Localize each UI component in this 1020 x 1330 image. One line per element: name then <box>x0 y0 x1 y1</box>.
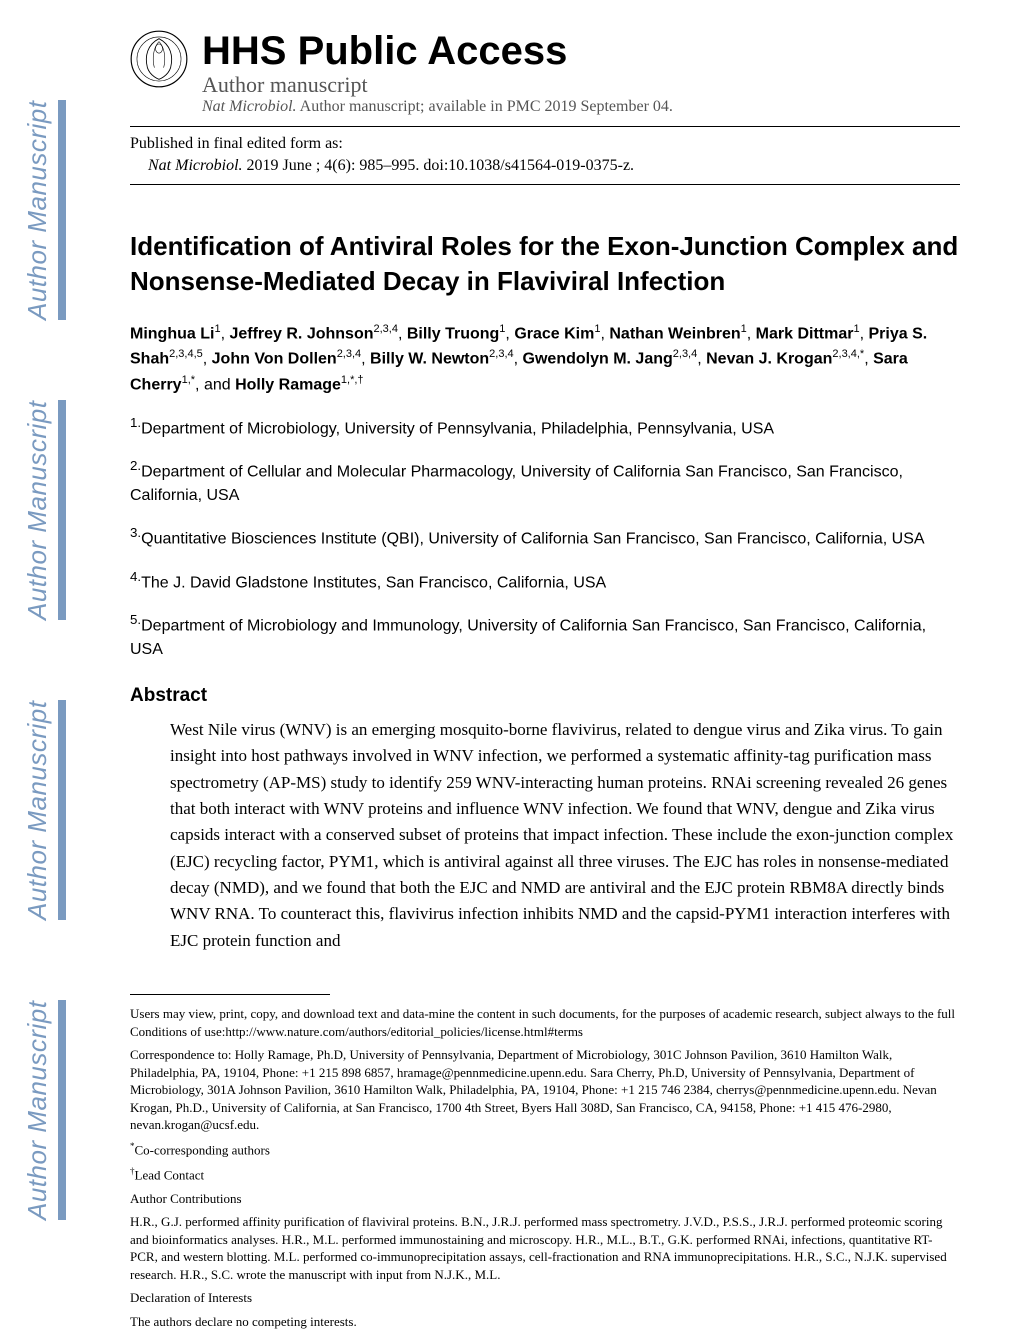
paper-title: Identification of Antiviral Roles for th… <box>130 229 960 299</box>
pub-journal: Nat Microbiol. <box>148 157 243 174</box>
affiliation: 1.Department of Microbiology, University… <box>130 413 960 441</box>
watermark-bar <box>58 100 66 320</box>
watermark-author-manuscript: Author Manuscript <box>22 1000 53 1220</box>
footnote-separator <box>130 994 330 995</box>
affiliation: 5.Department of Microbiology and Immunol… <box>130 610 960 661</box>
page-content: HHS Public Access Author manuscript Nat … <box>130 0 960 1330</box>
hhs-public-access-title: HHS Public Access <box>202 30 960 72</box>
pub-line-2: Nat Microbiol. 2019 June ; 4(6): 985–995… <box>148 155 960 177</box>
watermark-bar <box>58 400 66 620</box>
usage-terms: Users may view, print, copy, and downloa… <box>130 1005 960 1040</box>
footnotes: Users may view, print, copy, and downloa… <box>130 1005 960 1330</box>
correspondence: Correspondence to: Holly Ramage, Ph.D, U… <box>130 1046 960 1134</box>
affiliation: 2.Department of Cellular and Molecular P… <box>130 456 960 507</box>
journal-availability-line: Nat Microbiol. Author manuscript; availa… <box>202 98 960 116</box>
abstract-body: West Nile virus (WNV) is an emerging mos… <box>170 717 960 954</box>
watermark-bar <box>58 700 66 920</box>
journal-name: Nat Microbiol. <box>202 98 297 115</box>
header-row: HHS Public Access Author manuscript Nat … <box>130 30 960 116</box>
pub-line-1: Published in final edited form as: <box>130 133 960 155</box>
author-contributions: H.R., G.J. performed affinity purificati… <box>130 1213 960 1283</box>
watermark-author-manuscript: Author Manuscript <box>22 100 53 320</box>
affiliation: 4.The J. David Gladstone Institutes, San… <box>130 567 960 595</box>
author-manuscript-subtitle: Author manuscript <box>202 72 960 98</box>
lead-contact-note: †Lead Contact <box>130 1165 960 1184</box>
declaration-heading: Declaration of Interests <box>130 1289 960 1307</box>
pub-citation: 2019 June ; 4(6): 985–995. doi:10.1038/s… <box>243 157 635 174</box>
journal-rest: Author manuscript; available in PMC 2019… <box>297 98 673 115</box>
author-contributions-heading: Author Contributions <box>130 1190 960 1208</box>
authors-list: Minghua Li1, Jeffrey R. Johnson2,3,4, Bi… <box>130 321 960 397</box>
publication-header: Published in final edited form as: Nat M… <box>130 126 960 185</box>
watermark-bar <box>58 1000 66 1220</box>
hhs-logo-icon <box>130 30 188 88</box>
affiliation: 3.Quantitative Biosciences Institute (QB… <box>130 523 960 551</box>
co-corresponding-note: *Co-corresponding authors <box>130 1140 960 1159</box>
declaration-text: The authors declare no competing interes… <box>130 1313 960 1330</box>
watermark-author-manuscript: Author Manuscript <box>22 700 53 920</box>
abstract-heading: Abstract <box>130 685 960 707</box>
affiliations-block: 1.Department of Microbiology, University… <box>130 413 960 661</box>
watermark-author-manuscript: Author Manuscript <box>22 400 53 620</box>
